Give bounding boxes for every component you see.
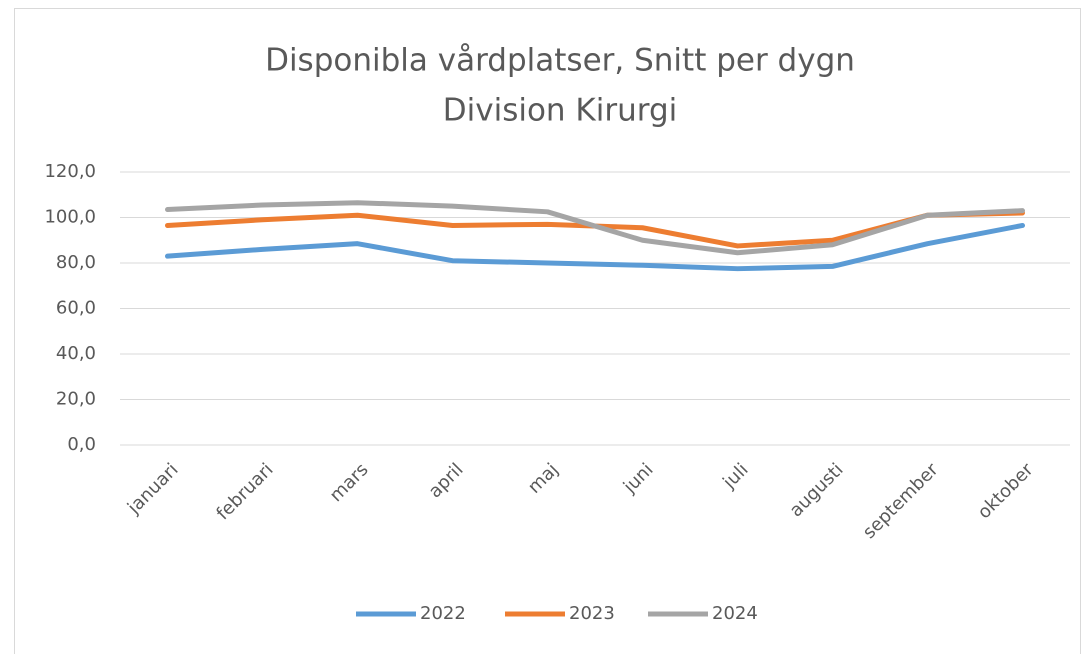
chart-title: Disponibla vårdplatser, Snitt per dygn	[265, 43, 855, 79]
y-tick-label: 40,0	[56, 343, 96, 364]
y-tick-label: 20,0	[56, 389, 96, 410]
y-tick-label: 60,0	[56, 298, 96, 319]
y-tick-label: 0,0	[67, 434, 96, 455]
y-tick-label: 100,0	[44, 207, 96, 228]
legend-label: 2022	[420, 603, 466, 624]
legend-label: 2024	[712, 603, 758, 624]
series-line	[165, 222, 1025, 272]
y-tick-label: 80,0	[56, 252, 96, 273]
y-tick-label: 120,0	[44, 161, 96, 182]
chart-title: Division Kirurgi	[443, 93, 678, 129]
legend-label: 2023	[569, 603, 615, 624]
chart-frame	[14, 8, 1081, 654]
series-line	[165, 200, 1025, 256]
